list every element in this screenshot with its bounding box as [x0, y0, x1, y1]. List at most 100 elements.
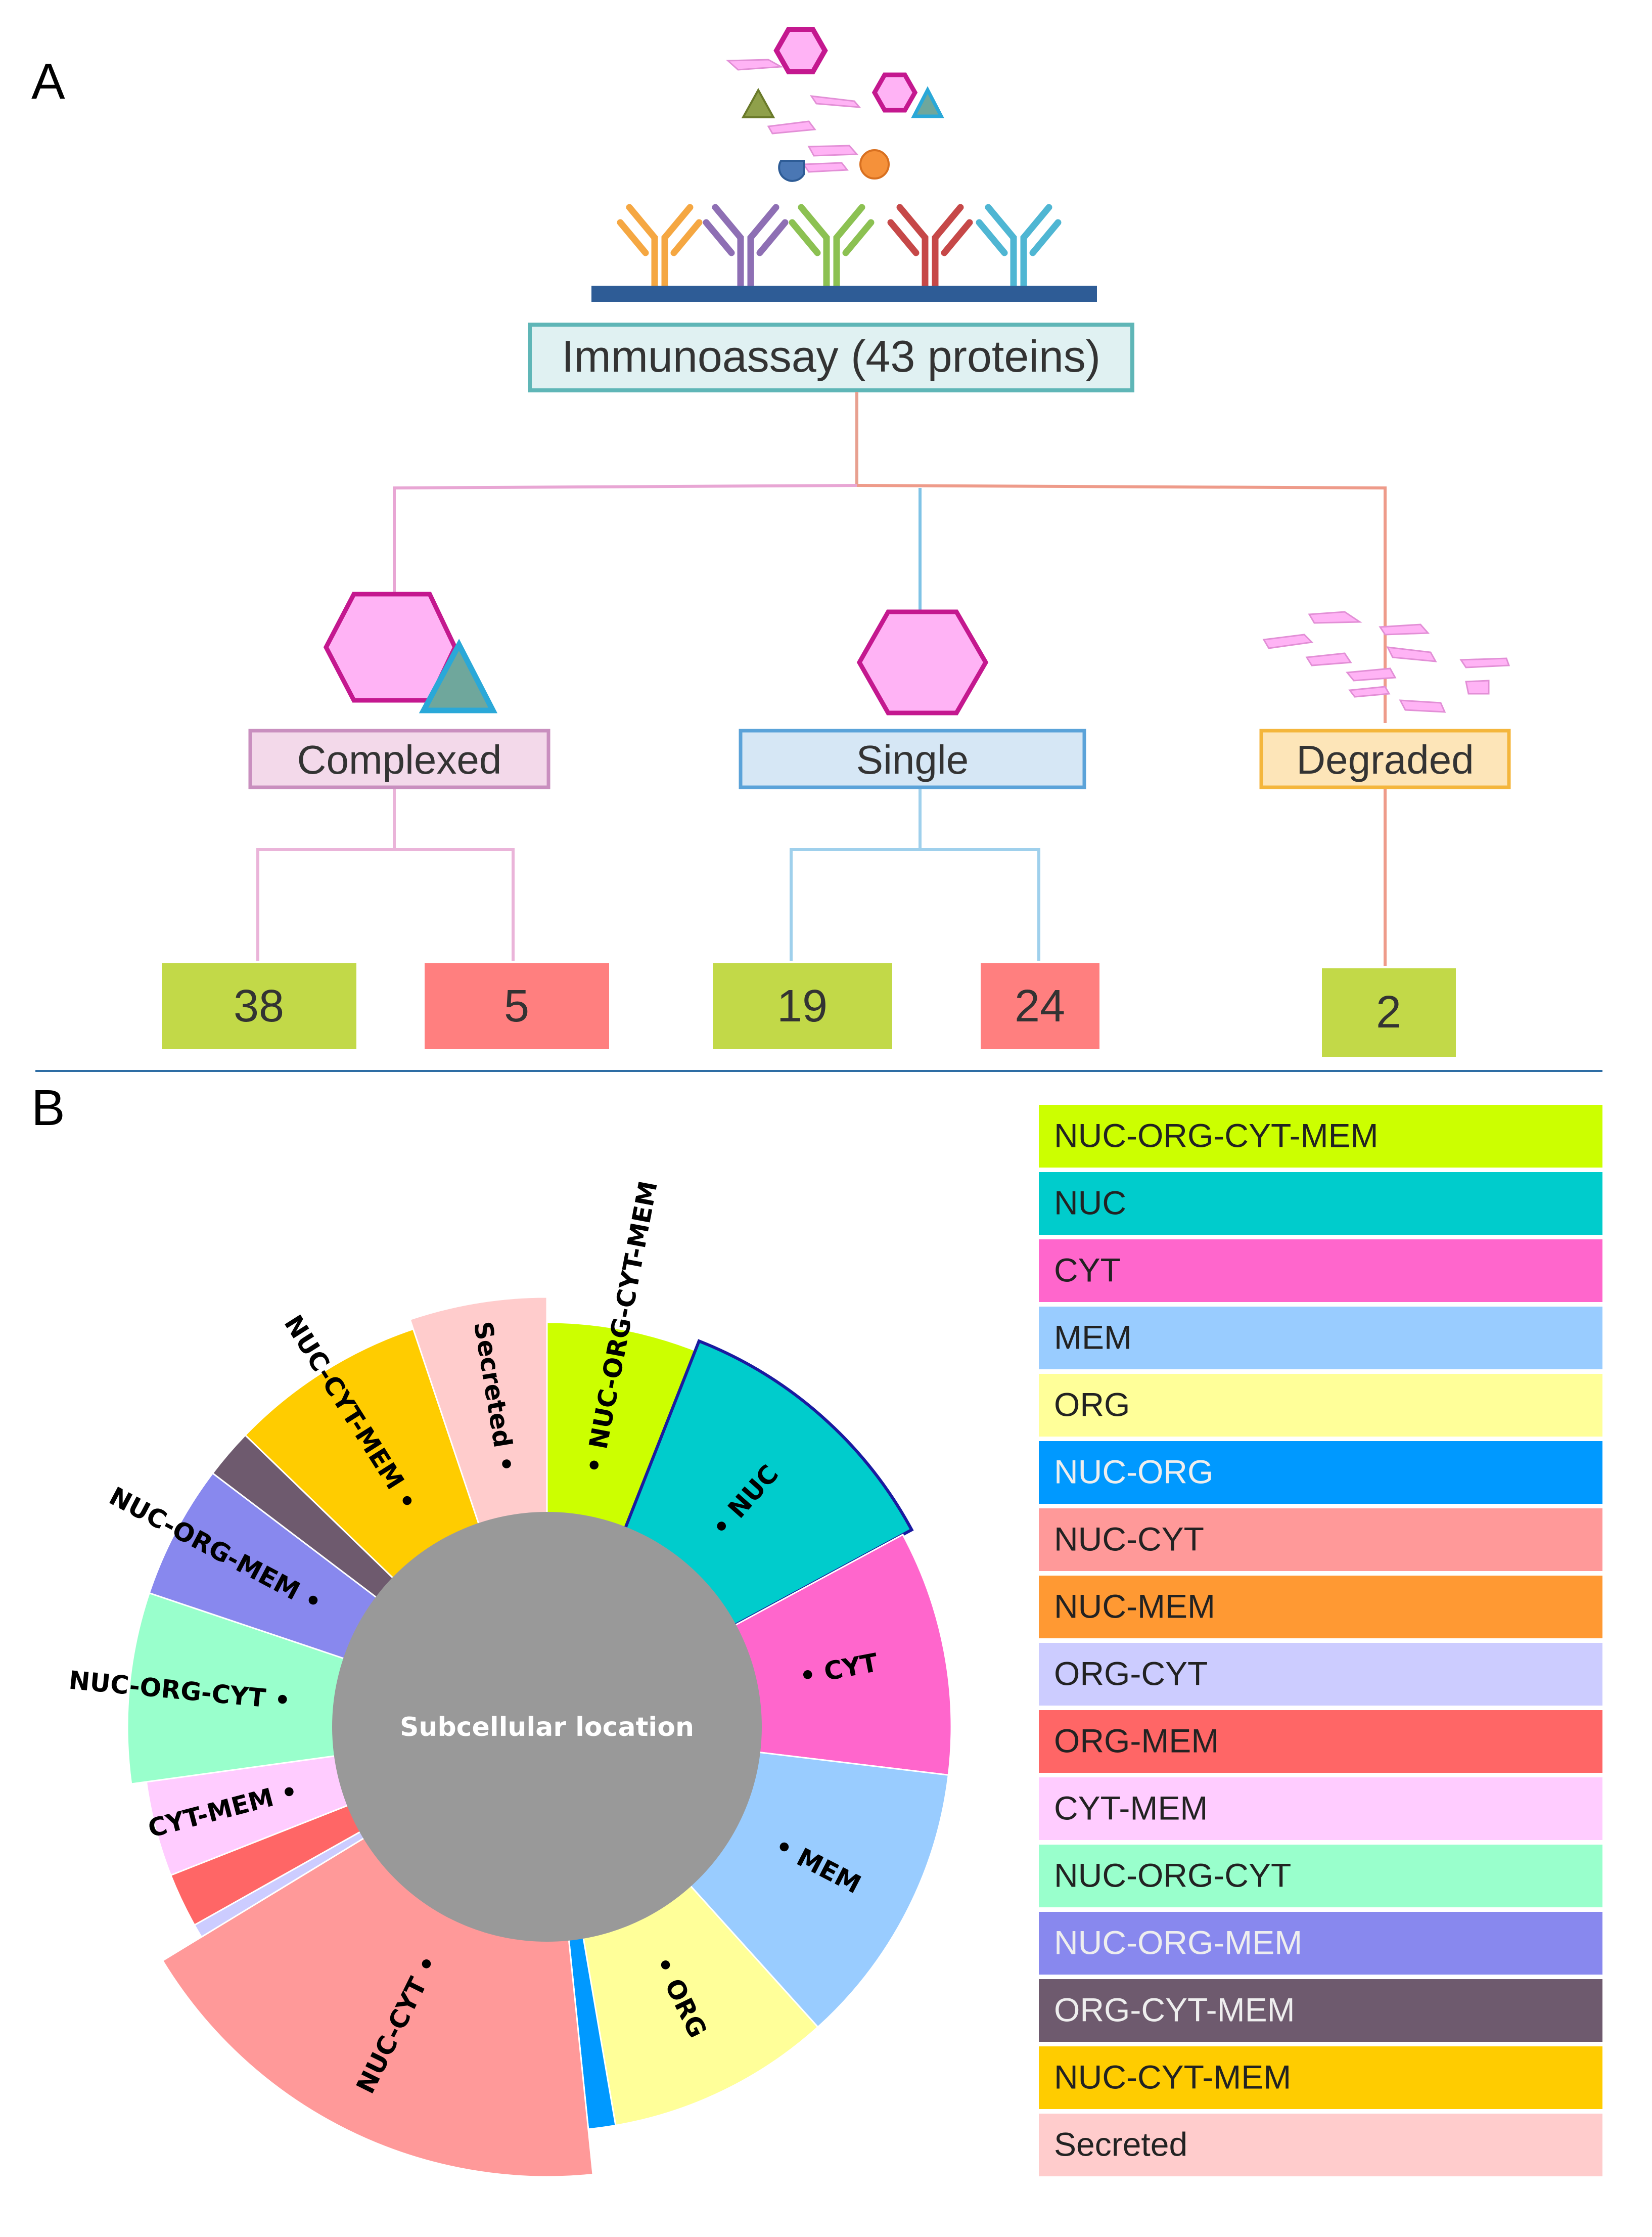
fragment-icon	[807, 145, 859, 157]
hexagon-icon	[773, 27, 828, 74]
fragment-icon	[767, 120, 816, 135]
fragment-icon	[1386, 646, 1437, 662]
legend-label: NUC-ORG-CYT	[1054, 1856, 1291, 1894]
legend-item: ORG-MEM	[1039, 1710, 1602, 1773]
legend-label: NUC	[1054, 1184, 1126, 1221]
antibody-array	[617, 204, 1062, 289]
capture-plate	[591, 286, 1097, 302]
count-degraded-green: 2	[1376, 987, 1401, 1038]
legend-item: NUC-ORG	[1039, 1441, 1602, 1504]
fragment-icon	[1459, 657, 1510, 668]
count-single-green: 19	[777, 981, 828, 1032]
legend-swatch	[1039, 1105, 1602, 1168]
legend-swatch	[1039, 1845, 1602, 1907]
legend-label: CYT	[1054, 1251, 1121, 1288]
legend-item: MEM	[1039, 1307, 1602, 1369]
antibody-icon	[617, 204, 703, 289]
fragment-icon	[802, 162, 849, 173]
complexed-box	[248, 729, 550, 789]
legend-label: NUC-ORG-MEM	[1054, 1923, 1302, 1961]
legend-swatch	[1039, 1374, 1602, 1437]
legend-label: NUC-ORG-CYT-MEM	[1054, 1116, 1379, 1154]
hexagon-icon	[856, 609, 989, 715]
legend-item: NUC-ORG-CYT	[1039, 1845, 1602, 1907]
degraded-box	[1259, 729, 1511, 789]
legend: NUC-ORG-CYT-MEM NUC CYT MEM ORG NUC-ORG NUC-CY…	[1039, 1105, 1602, 2176]
fragment-icon	[1346, 667, 1397, 682]
legend-label: ORG-CYT	[1054, 1654, 1208, 1692]
legend-label: NUC-MEM	[1054, 1587, 1215, 1625]
circle-icon	[859, 149, 890, 180]
legend-label: MEM	[1054, 1318, 1132, 1356]
fragment-icon	[1379, 623, 1430, 636]
antibody-icon	[703, 204, 789, 289]
fragment-icon	[1348, 686, 1391, 698]
count-single-red: 24	[1015, 981, 1065, 1032]
droplet-icon	[778, 160, 805, 182]
legend-label: Secreted	[1054, 2125, 1187, 2163]
legend-swatch	[1039, 1508, 1602, 1571]
panel-a-letter: A	[31, 53, 65, 110]
degraded-label: Degraded	[1296, 737, 1474, 782]
legend-item: CYT-MEM	[1039, 1777, 1602, 1840]
legend-item: NUC	[1039, 1172, 1602, 1235]
legend-swatch	[1039, 1576, 1602, 1638]
legend-swatch	[1039, 1979, 1602, 2042]
legend-swatch	[1039, 1441, 1602, 1504]
donut-chart	[126, 1296, 952, 2178]
single-label: Single	[856, 737, 969, 782]
legend-label: CYT-MEM	[1054, 1789, 1208, 1826]
complexed-label: Complexed	[297, 737, 502, 782]
count-complexed-red: 5	[504, 981, 529, 1032]
legend-swatch	[1039, 1912, 1602, 1975]
count-box	[981, 963, 1099, 1049]
legend-item: ORG-CYT-MEM	[1039, 1979, 1602, 2042]
center-label: Subcellular location	[400, 1712, 694, 1742]
panel-b-letter: B	[31, 1080, 65, 1136]
legend-swatch	[1039, 1710, 1602, 1773]
count-box	[162, 963, 356, 1049]
fragment-icon	[1465, 680, 1490, 695]
fragment-icon	[1305, 652, 1352, 666]
legend-label: NUC-CYT	[1054, 1520, 1204, 1557]
legend-label: ORG-CYT-MEM	[1054, 1991, 1295, 2028]
antigen-cluster	[726, 27, 944, 182]
antibody-icon	[887, 204, 973, 289]
antibody-icon	[976, 204, 1062, 289]
legend-swatch	[1039, 1239, 1602, 1302]
antibody-icon	[789, 204, 875, 289]
root-box	[528, 323, 1134, 392]
tree-connectors	[256, 392, 1387, 966]
legend-item: ORG	[1039, 1374, 1602, 1437]
count-box	[713, 963, 892, 1049]
legend-item: NUC-CYT-MEM	[1039, 2046, 1602, 2109]
legend-swatch	[1039, 2114, 1602, 2176]
triangle-icon	[419, 639, 498, 713]
root-label: Immunoassay (43 proteins)	[562, 331, 1100, 381]
legend-item: NUC-CYT	[1039, 1508, 1602, 1571]
legend-item: NUC-MEM	[1039, 1576, 1602, 1638]
triangle-icon	[911, 86, 944, 118]
legend-label: ORG	[1054, 1385, 1130, 1423]
legend-label: ORG-MEM	[1054, 1722, 1219, 1759]
legend-label: NUC-CYT-MEM	[1054, 2058, 1291, 2095]
legend-item: NUC-ORG-MEM	[1039, 1912, 1602, 1975]
legend-item: ORG-CYT	[1039, 1643, 1602, 1706]
complexed-icon	[323, 592, 498, 713]
legend-swatch	[1039, 1172, 1602, 1235]
legend-swatch	[1039, 1307, 1602, 1369]
legend-swatch	[1039, 1777, 1602, 1840]
donut-center	[332, 1512, 762, 1942]
fragment-icon	[1262, 634, 1314, 649]
hexagon-icon	[871, 72, 918, 113]
count-complexed-green: 38	[234, 981, 284, 1032]
legend-swatch	[1039, 1643, 1602, 1706]
fragment-icon	[809, 95, 861, 108]
fragment-icon	[1308, 611, 1362, 624]
count-box	[1322, 968, 1456, 1057]
triangle-icon	[741, 87, 775, 118]
count-box	[425, 963, 609, 1049]
degraded-fragments	[1262, 611, 1510, 713]
legend-item: NUC-ORG-CYT-MEM	[1039, 1105, 1602, 1168]
